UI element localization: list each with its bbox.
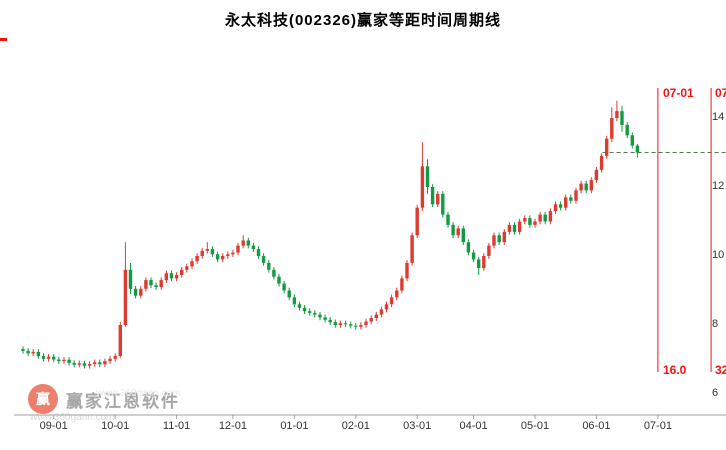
brand-name: 赢家江恩软件 [66,391,180,411]
watermark-url: www.360gann.com [30,412,115,423]
x-axis-label: 02-01 [341,420,370,432]
x-axis-label: 12-01 [218,420,247,432]
cycle-line-date-label-clipped: 07 [715,86,726,100]
x-axis-label: 07-01 [643,420,672,432]
chart-title: 永太科技(002326)赢家等距时间周期线 [224,12,502,29]
y-axis-label: 10 [712,249,725,261]
left-edge-marker [0,38,7,41]
y-axis-label: 8 [712,318,719,330]
x-axis-label: 04-01 [459,420,488,432]
x-axis-label: 05-01 [520,420,550,432]
y-axis-label: 12 [712,180,725,192]
x-axis-label: 03-01 [403,420,432,432]
x-axis-label: 06-01 [582,420,611,432]
watermark-url: www.360gann.com [96,388,181,399]
cycle-line-value-label: 16.0 [663,363,687,377]
brand-logo-icon: 赢 [28,384,58,414]
y-axis-label: 6 [712,387,719,399]
cycle-line-value-label-clipped: 32 [715,363,726,377]
x-axis-label: 09-01 [39,420,68,432]
brand-logo-glyph: 赢 [36,391,50,407]
x-axis-label: 11-01 [162,420,191,432]
cycle-line-date-label: 07-01 [663,86,694,100]
x-axis-label: 10-01 [101,420,130,432]
candlestick-series [21,100,640,369]
watermark: 赢 赢家江恩软件 [28,384,180,414]
x-axis-label: 01-01 [280,420,309,432]
y-axis-label: 14 [712,111,725,123]
